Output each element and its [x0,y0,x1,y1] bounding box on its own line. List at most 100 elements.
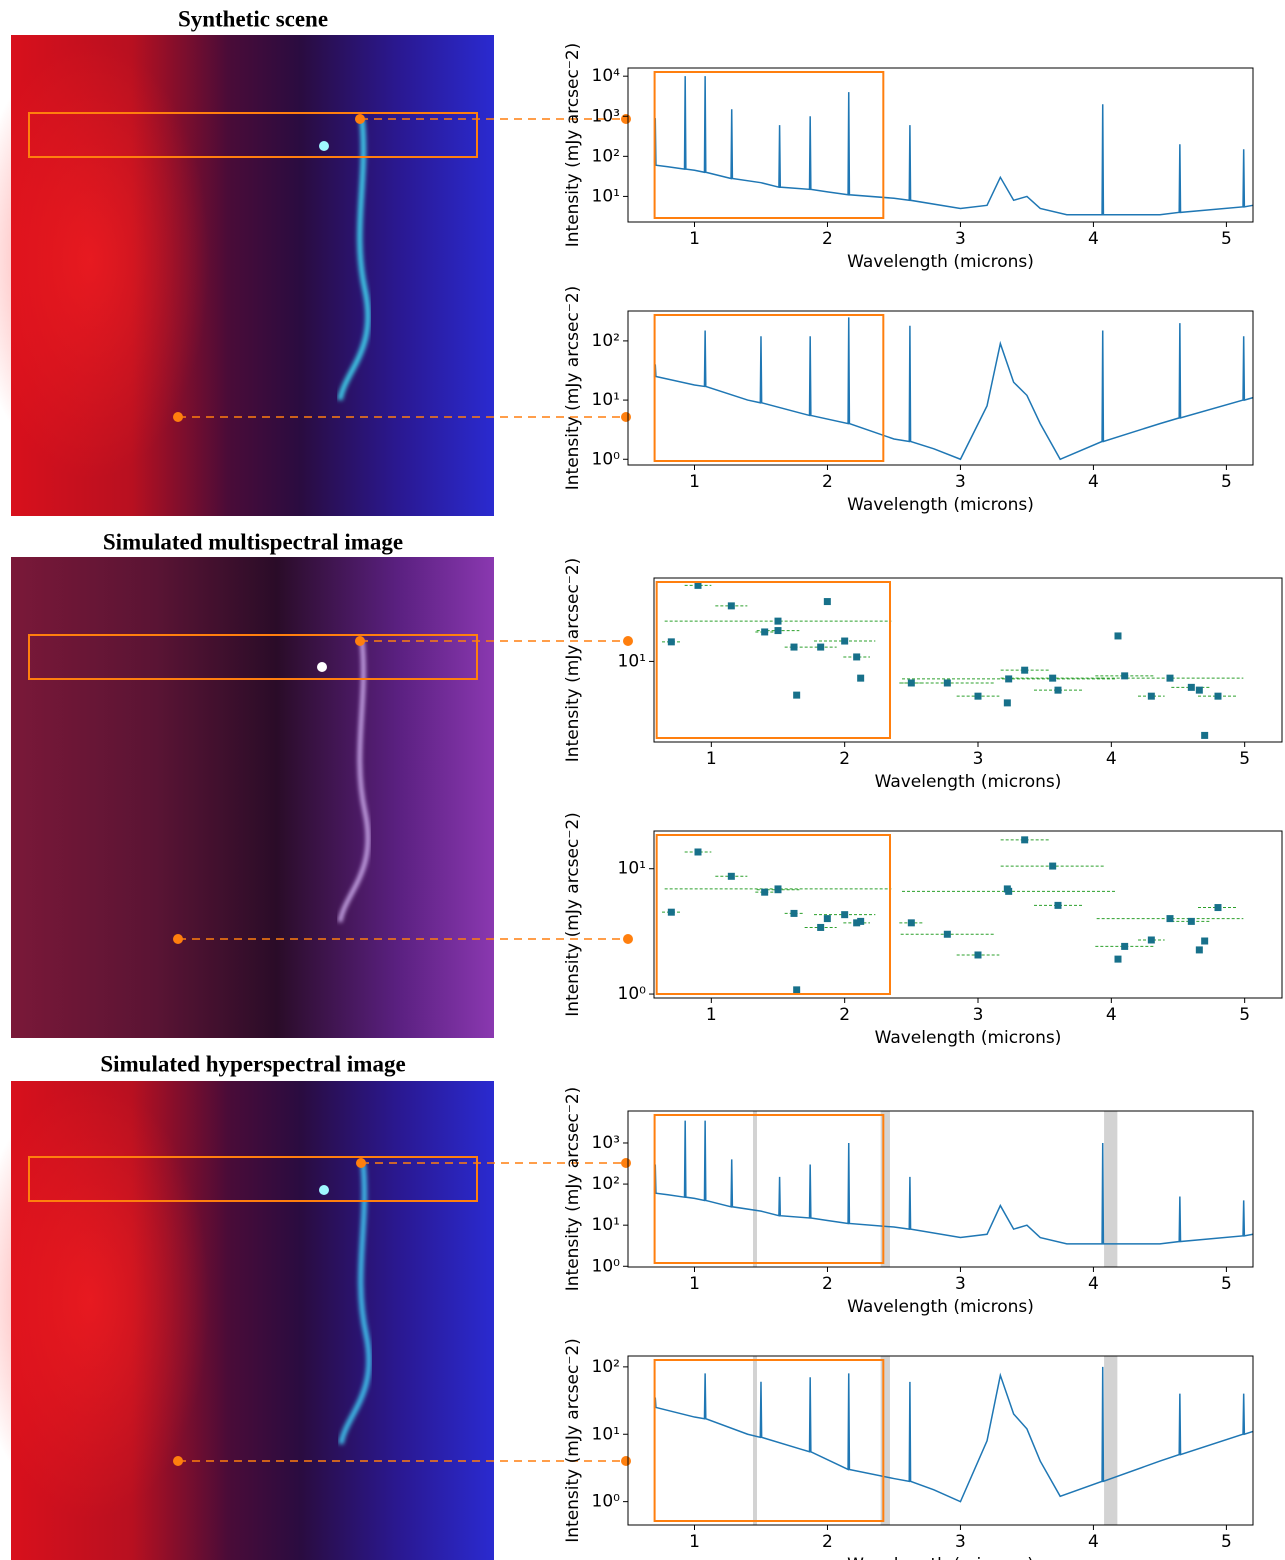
shaded-band [880,1356,890,1525]
point [857,917,865,925]
point [853,653,861,661]
point [1114,955,1122,963]
shaded-band [753,1111,757,1267]
point [943,679,951,687]
chart: 1 2 3 4 5 10⁰ 10¹ 10² Wavelength (microns) Intens… [563,1338,1254,1560]
point [1054,901,1062,909]
y-tick-label: 10⁰ [618,984,647,1004]
point [1021,666,1029,674]
point [1021,836,1029,844]
x-tick-label: 5 [1221,1532,1232,1552]
x-tick-label: 4 [1106,749,1117,769]
point [1049,862,1057,870]
shaded-band [753,1356,757,1525]
x-axis-label: Wavelength (microns) [847,1555,1034,1560]
x-axis-label: Wavelength (microns) [847,495,1034,515]
y-tick-label: 10¹ [592,1215,620,1235]
point [1049,674,1057,682]
y-tick-label: 10¹ [592,1424,620,1444]
axes-frame [627,310,1254,466]
point [907,919,915,927]
y-axis-label: Intensity (mJy arcsec⁻2) [563,1087,583,1292]
point [1003,699,1011,707]
point [974,692,982,700]
image-panel [0,1080,494,1560]
x-tick-label: 5 [1239,749,1250,769]
y-tick-label: 10⁰ [592,449,621,469]
point [694,581,702,589]
point [1195,686,1203,694]
point [761,628,769,636]
x-tick-label: 4 [1088,472,1099,492]
image-panel [0,35,494,516]
chart: 1 2 3 4 5 10¹ 10² 10³ 10⁴ Wavelength (microns) Int… [563,43,1254,272]
point [694,848,702,856]
point [1003,885,1011,893]
spectrum-line [653,1366,1254,1503]
x-axis-label: Wavelength (microns) [875,772,1062,792]
x-tick-label: 5 [1239,1005,1250,1025]
highlight-box [653,1359,885,1522]
point [1114,632,1122,640]
region-markers [28,112,633,1466]
x-axis-label: Wavelength (microns) [875,1028,1062,1048]
point [1187,683,1195,691]
y-tick-label: 10⁴ [592,66,621,86]
y-tick-label: 10³ [592,106,620,126]
x-tick-label: 1 [689,229,700,249]
x-tick-label: 1 [706,1005,717,1025]
point [1121,942,1129,950]
image-title: Simulated hyperspectral image [100,1051,405,1076]
y-tick-label: 10⁰ [592,1256,621,1276]
point [1214,692,1222,700]
y-tick-label: 10⁰ [592,1492,621,1512]
chart: 1 2 3 4 5 10⁰ 10¹ 10² 10³ Wavelength (microns) Int… [563,1087,1254,1317]
point [1147,936,1155,944]
image-panel [11,557,494,1038]
point [774,627,782,635]
x-tick-label: 1 [689,472,700,492]
axes-frame [627,67,1254,223]
point [727,602,735,610]
x-tick-label: 3 [955,229,966,249]
spectrum-line [653,317,1254,461]
x-tick-label: 3 [955,472,966,492]
y-tick-label: 10² [592,1357,620,1377]
y-axis-label: Intensity (mJy arcsec⁻2) [563,812,583,1017]
y-tick-label: 10¹ [592,186,620,206]
point [793,986,801,994]
y-tick-label: 10¹ [618,651,646,671]
point [974,951,982,959]
point [1166,674,1174,682]
highlight-box [653,1114,885,1264]
point [1187,917,1195,925]
x-tick-label: 2 [839,749,850,769]
x-tick-label: 3 [973,1005,984,1025]
point [841,637,849,645]
image-title: Simulated multispectral image [103,529,403,554]
point [943,930,951,938]
chart: 1 2 3 4 5 10¹ Wavelength (microns) Intensity (m… [563,558,1283,792]
y-axis-label: Intensity (mJy arcsec⁻2) [563,286,583,491]
x-axis-label: Wavelength (microns) [847,1297,1034,1317]
y-axis-label: Intensity (mJy arcsec⁻2) [563,43,583,248]
point [1166,915,1174,923]
point [667,908,675,916]
point [1201,731,1209,739]
x-tick-label: 1 [689,1532,700,1552]
x-tick-label: 4 [1106,1005,1117,1025]
point [790,909,798,917]
x-tick-label: 5 [1221,229,1232,249]
x-tick-label: 1 [689,1274,700,1294]
axes-frame [627,1110,1254,1268]
point [667,638,675,646]
y-axis-label: Intensity (mJy arcsec⁻2) [563,1338,583,1543]
x-tick-label: 4 [1088,229,1099,249]
point [727,872,735,880]
point [774,617,782,625]
point [817,923,825,931]
point [1005,675,1013,683]
point [1121,672,1129,680]
point [857,674,865,682]
axes-frame [653,577,1283,743]
